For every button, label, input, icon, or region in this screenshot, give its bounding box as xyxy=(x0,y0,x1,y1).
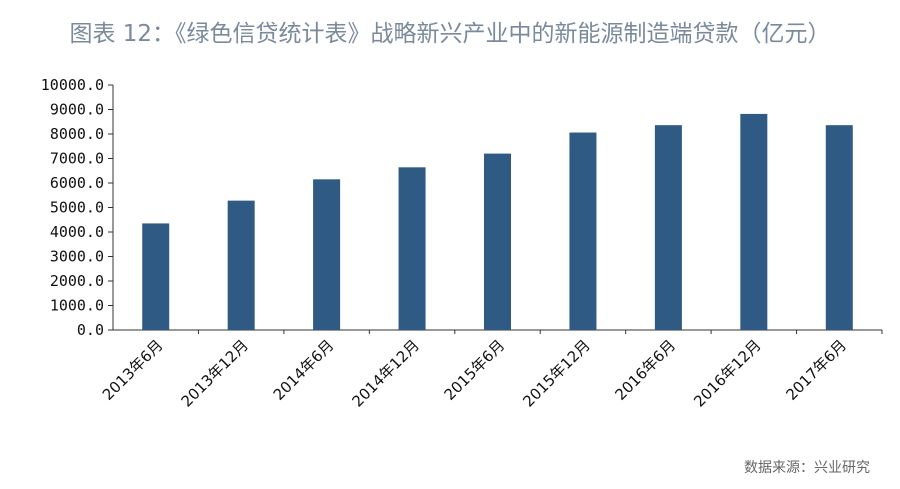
y-tick-label: 9000.0 xyxy=(50,101,104,119)
bar xyxy=(740,113,768,330)
y-tick-label: 2000.0 xyxy=(50,272,104,290)
x-tick-label: 2014年6月 xyxy=(270,336,338,404)
x-tick-label: 2013年12月 xyxy=(178,336,252,410)
data-source: 数据来源：兴业研究 xyxy=(744,460,870,476)
y-tick-label: 4000.0 xyxy=(50,223,104,241)
y-tick-label: 5000.0 xyxy=(50,199,104,217)
x-tick-label: 2016年6月 xyxy=(612,336,680,404)
x-tick-label: 2017年6月 xyxy=(782,336,850,404)
y-tick-label: 8000.0 xyxy=(50,125,104,143)
x-tick-label: 2014年12月 xyxy=(348,336,422,410)
y-tick-label: 1000.0 xyxy=(50,297,104,315)
y-tick-label: 6000.0 xyxy=(50,174,104,192)
bar xyxy=(825,125,853,331)
bar xyxy=(654,125,682,331)
x-tick-label: 2013年6月 xyxy=(99,336,167,404)
y-tick-label: 10000.0 xyxy=(41,76,104,94)
bar xyxy=(227,200,255,330)
x-tick-label: 2015年12月 xyxy=(519,336,593,410)
y-tick-label: 7000.0 xyxy=(50,150,104,168)
x-tick-label: 2015年6月 xyxy=(441,336,509,404)
bar xyxy=(484,153,511,330)
x-tick-label: 2016年12月 xyxy=(690,336,764,410)
bar xyxy=(569,132,597,330)
bar xyxy=(313,179,341,330)
bar xyxy=(398,167,426,330)
bar xyxy=(142,223,170,330)
y-tick-label: 0.0 xyxy=(77,321,104,339)
y-tick-label: 3000.0 xyxy=(50,248,104,266)
chart-title: 图表 12：《绿色信贷统计表》战略新兴产业中的新能源制造端贷款（亿元） xyxy=(69,21,831,47)
